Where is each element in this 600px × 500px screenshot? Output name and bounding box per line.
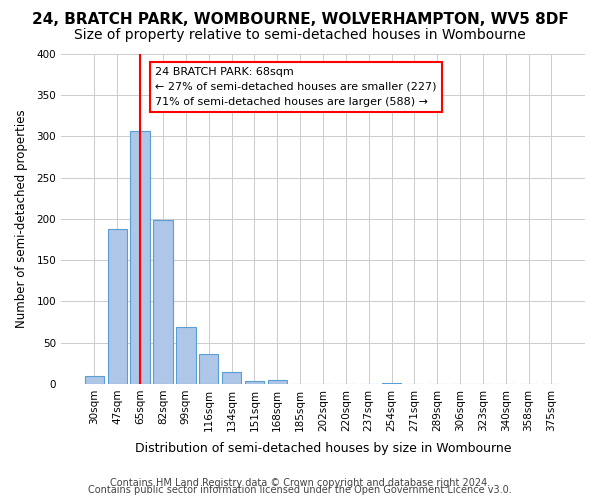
Text: Contains public sector information licensed under the Open Government Licence v3: Contains public sector information licen…	[88, 485, 512, 495]
Text: 24, BRATCH PARK, WOMBOURNE, WOLVERHAMPTON, WV5 8DF: 24, BRATCH PARK, WOMBOURNE, WOLVERHAMPTO…	[32, 12, 568, 28]
Y-axis label: Number of semi-detached properties: Number of semi-detached properties	[15, 110, 28, 328]
Bar	[107, 229, 127, 384]
Bar	[130, 130, 150, 384]
Bar	[199, 354, 218, 384]
Bar	[85, 376, 104, 384]
Bar	[268, 380, 287, 384]
X-axis label: Distribution of semi-detached houses by size in Wombourne: Distribution of semi-detached houses by …	[135, 442, 511, 455]
Bar	[222, 372, 241, 384]
Text: 24 BRATCH PARK: 68sqm
← 27% of semi-detached houses are smaller (227)
71% of sem: 24 BRATCH PARK: 68sqm ← 27% of semi-deta…	[155, 67, 437, 107]
Bar	[154, 220, 173, 384]
Bar	[382, 383, 401, 384]
Text: Size of property relative to semi-detached houses in Wombourne: Size of property relative to semi-detach…	[74, 28, 526, 42]
Text: Contains HM Land Registry data © Crown copyright and database right 2024.: Contains HM Land Registry data © Crown c…	[110, 478, 490, 488]
Bar	[245, 380, 264, 384]
Bar	[176, 327, 196, 384]
